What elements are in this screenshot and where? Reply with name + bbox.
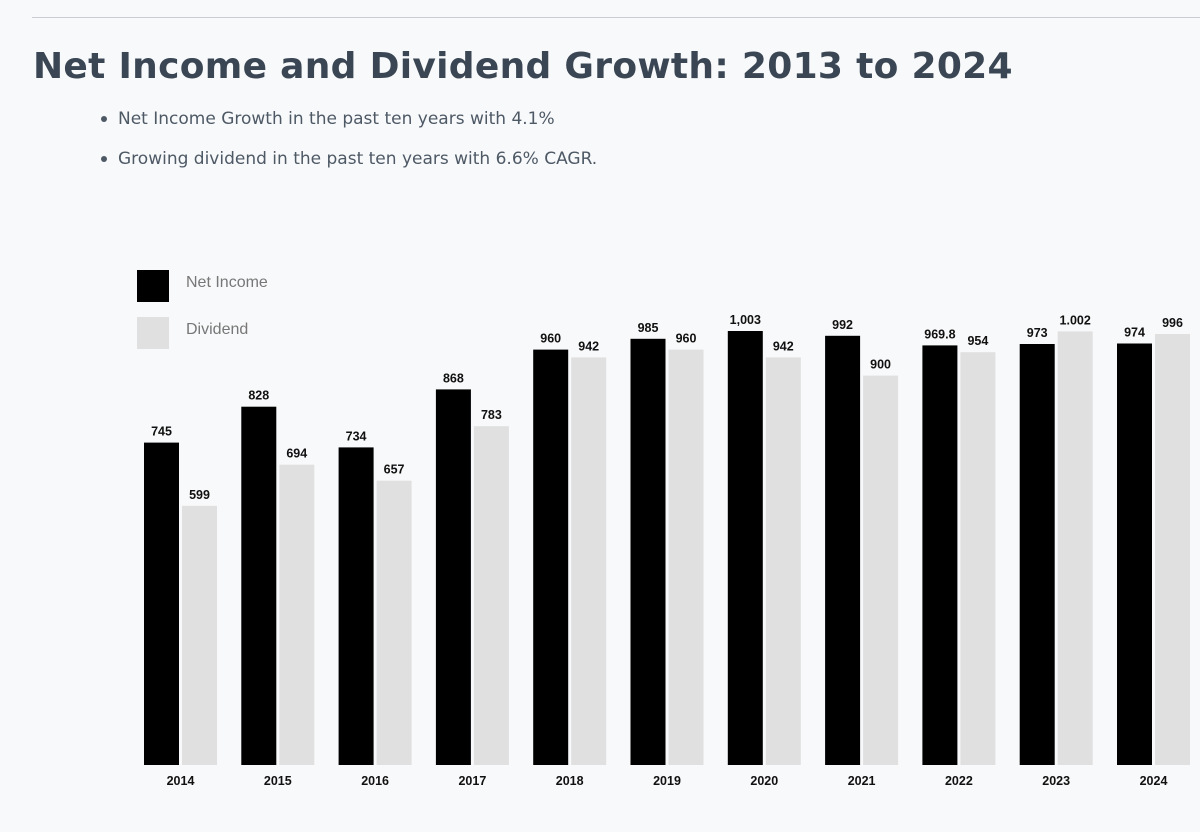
data-label-dividend-2017: 783	[481, 408, 502, 422]
bar-net-income-2020	[727, 331, 763, 765]
bar-dividend-2015	[279, 464, 315, 765]
bullet-dot-icon	[101, 116, 107, 122]
bar-net-income-2023	[1019, 344, 1055, 765]
bar-net-income-2022	[922, 345, 958, 765]
bar-net-income-2019	[630, 338, 666, 765]
x-tick-label-2020: 2020	[750, 774, 778, 788]
x-tick-label-2014: 2014	[167, 774, 195, 788]
bar-dividend-2016	[376, 480, 412, 765]
data-label-net-income-2015: 828	[248, 389, 269, 403]
x-tick-label-2015: 2015	[264, 774, 292, 788]
data-label-dividend-2018: 942	[578, 339, 599, 353]
data-label-net-income-2014: 745	[151, 425, 172, 439]
bullet-dot-icon	[101, 156, 107, 162]
data-label-dividend-2023: 1.002	[1060, 313, 1091, 327]
data-label-dividend-2022: 954	[967, 334, 988, 348]
bar-dividend-2023	[1057, 331, 1093, 765]
legend-label-net-income: Net Income	[186, 274, 268, 291]
x-tick-label-2021: 2021	[848, 774, 876, 788]
x-tick-label-2017: 2017	[458, 774, 486, 788]
bar-dividend-2020	[765, 357, 801, 765]
x-tick-label-2019: 2019	[653, 774, 681, 788]
data-label-net-income-2017: 868	[443, 371, 464, 385]
bar-dividend-2019	[668, 349, 704, 765]
bar-net-income-2016	[338, 447, 374, 765]
bar-dividend-2021	[863, 375, 899, 765]
legend-swatch-dividend	[137, 317, 169, 349]
data-label-dividend-2024: 996	[1162, 316, 1183, 330]
data-label-net-income-2016: 734	[346, 429, 367, 443]
summary-bullets: Net Income Growth in the past ten years …	[100, 105, 597, 185]
bullet-text: Net Income Growth in the past ten years …	[118, 109, 555, 129]
bar-net-income-2021	[825, 335, 861, 765]
bullet-net-income-growth: Net Income Growth in the past ten years …	[100, 105, 597, 145]
bar-dividend-2014	[182, 505, 217, 765]
data-label-net-income-2023: 973	[1027, 326, 1048, 340]
data-label-dividend-2020: 942	[773, 339, 794, 353]
page-title: Net Income and Dividend Growth: 2013 to …	[33, 46, 1013, 87]
bullet-text: Growing dividend in the past ten years w…	[118, 149, 598, 169]
data-label-net-income-2020: 1,003	[730, 313, 761, 327]
bar-dividend-2024	[1155, 334, 1190, 765]
bar-net-income-2014	[144, 442, 179, 765]
x-tick-label-2024: 2024	[1140, 774, 1168, 788]
bullet-dividend-growth: Growing dividend in the past ten years w…	[100, 145, 597, 185]
bar-net-income-2024	[1117, 343, 1152, 765]
bar-net-income-2017	[435, 389, 471, 765]
bar-dividend-2018	[571, 357, 607, 765]
data-label-dividend-2015: 694	[286, 447, 307, 461]
bar-net-income-2015	[241, 406, 277, 765]
x-tick-label-2016: 2016	[361, 774, 389, 788]
x-tick-label-2018: 2018	[556, 774, 584, 788]
data-label-net-income-2022: 969.8	[924, 327, 955, 341]
bar-dividend-2022	[960, 352, 996, 765]
data-label-net-income-2019: 985	[638, 321, 659, 335]
data-label-net-income-2018: 960	[540, 332, 561, 346]
bar-net-income-2018	[533, 349, 569, 765]
data-label-dividend-2021: 900	[870, 358, 891, 372]
data-label-dividend-2014: 599	[189, 488, 210, 502]
legend-swatch-net-income	[137, 270, 169, 302]
data-label-dividend-2016: 657	[384, 463, 405, 477]
x-tick-label-2023: 2023	[1042, 774, 1070, 788]
legend-label-dividend: Dividend	[186, 321, 249, 338]
data-label-net-income-2021: 992	[832, 318, 853, 332]
x-tick-label-2022: 2022	[945, 774, 973, 788]
data-label-net-income-2024: 974	[1124, 326, 1145, 340]
top-divider	[32, 17, 1200, 18]
bar-dividend-2017	[473, 426, 509, 765]
data-label-dividend-2019: 960	[676, 332, 697, 346]
